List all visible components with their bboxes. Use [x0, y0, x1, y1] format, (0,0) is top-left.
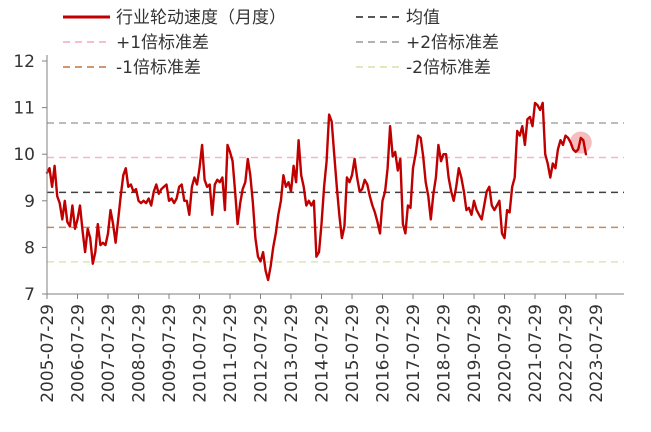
x-tick-label: 2009-07-29 [160, 304, 180, 403]
x-tick-label: 2016-07-29 [374, 304, 394, 403]
x-tick-label: 2011-07-29 [221, 304, 241, 403]
legend-label-series: 行业轮动速度（月度） [116, 8, 286, 28]
x-tick-label: 2013-07-29 [282, 304, 302, 403]
legend-label-ref-3: -1倍标准差 [116, 58, 201, 78]
legend-label-ref-0: 均值 [406, 8, 440, 28]
legend-label-ref-2: +2倍标准差 [406, 33, 499, 53]
x-tick-label: 2022-07-29 [557, 304, 577, 403]
x-tick-label: 2023-07-29 [587, 304, 607, 403]
x-tick-label: 2005-07-29 [38, 304, 58, 403]
x-tick-label: 2014-07-29 [313, 304, 333, 403]
x-tick-label: 2010-07-29 [191, 304, 211, 403]
x-tick-label: 2007-07-29 [99, 304, 119, 403]
y-tick-label: 9 [24, 192, 35, 212]
x-tick-label: 2008-07-29 [130, 304, 150, 403]
axes: 7 8 9 10 11 12 2005-07-29 2006-07-29 2007-07-29 2… [13, 52, 624, 403]
legend-label-ref-1: +1倍标准差 [116, 33, 209, 53]
legend: 行业轮动速度（月度） 均值 +1倍标准差 +2倍标准差 -1倍标准差 -2倍标准差 [63, 8, 499, 78]
y-tick-label: 12 [13, 52, 35, 72]
y-tick-label: 8 [24, 238, 35, 258]
series-layer [45, 101, 588, 282]
x-tick-label: 2015-07-29 [343, 304, 363, 403]
x-tick-label: 2012-07-29 [252, 304, 272, 403]
series-line-0 [45, 101, 588, 282]
y-tick-label: 7 [24, 285, 35, 305]
reference-lines [47, 122, 624, 263]
y-tick-label: 10 [13, 145, 35, 165]
x-tick-label: 2021-07-29 [526, 304, 546, 403]
x-tick-label: 2006-07-29 [69, 304, 89, 403]
x-tick-label: 2018-07-29 [435, 304, 455, 403]
x-tick-label: 2017-07-29 [404, 304, 424, 403]
x-tick-label: 2020-07-29 [496, 304, 516, 403]
x-tick-label: 2019-07-29 [465, 304, 485, 403]
legend-label-ref-4: -2倍标准差 [406, 58, 491, 78]
y-tick-label: 11 [13, 99, 35, 119]
